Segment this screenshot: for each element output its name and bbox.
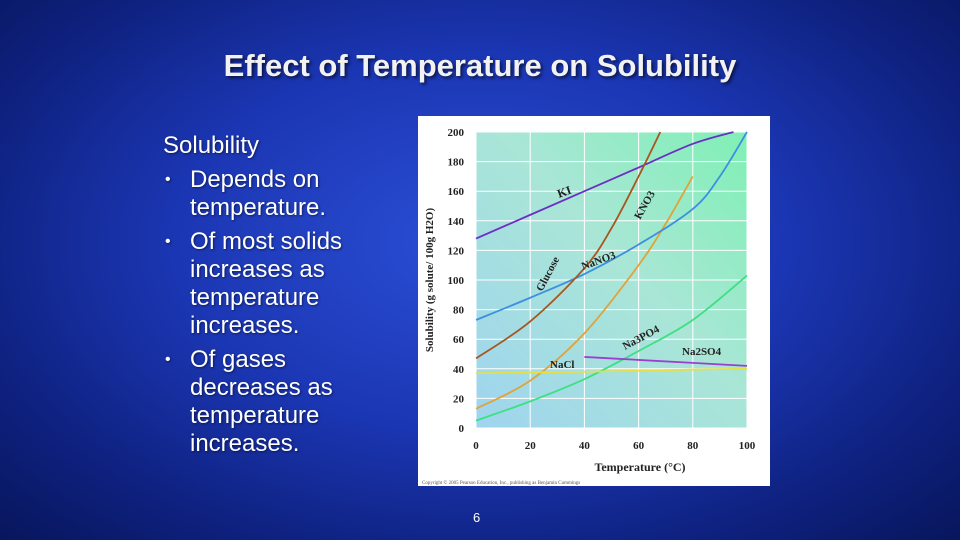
series-label-na2so4: Na2SO4 — [682, 346, 722, 358]
y-axis-label: Solubility (g solute/ 100g H2O) — [424, 208, 436, 353]
series-lines — [475, 131, 748, 422]
y-tick-label: 180 — [448, 157, 465, 169]
slide-title: Effect of Temperature on Solubility — [223, 48, 737, 83]
series-line-ki — [475, 131, 734, 240]
y-tick-label: 160 — [448, 186, 465, 198]
y-tick-label: 100 — [448, 275, 465, 287]
bullet-item: • Of most solids increases as temperature… — [163, 228, 398, 340]
bullet-list: • Depends on temperature. • Of most solids… — [163, 166, 398, 458]
bullet-icon: • — [165, 351, 171, 368]
solubility-chart: 0 20 40 60 80 100 120 140 160 180 200 0 20 40 60 80 100… — [418, 116, 770, 486]
x-tick-label: 40 — [579, 440, 591, 452]
bullet-text: Depends on temperature. — [190, 166, 327, 221]
bullet-text: Of most solids increases as temperature … — [190, 228, 343, 339]
x-tick-labels: 0 20 40 60 80 100 — [473, 440, 756, 452]
x-tick-label: 100 — [739, 440, 756, 452]
page-number: 6 — [473, 510, 481, 525]
bullet-text: Of gases decreases as temperature increa… — [190, 346, 333, 457]
series-line-nano3 — [475, 131, 748, 321]
y-tick-label: 120 — [448, 245, 465, 257]
copyright-note: Copyright © 2005 Pearson Education, Inc.… — [422, 480, 580, 486]
grid-lines — [475, 131, 748, 429]
y-tick-label: 200 — [448, 127, 465, 139]
y-tick-label: 0 — [459, 423, 465, 435]
x-tick-label: 20 — [525, 440, 537, 452]
text-heading: Solubility — [163, 132, 260, 159]
bullet-item: • Of gases decreases as temperature incre… — [163, 346, 398, 458]
series-line-na3po4 — [475, 274, 748, 422]
chart-svg: 0 20 40 60 80 100 120 140 160 180 200 0 20 40 60 80 100… — [422, 127, 756, 486]
y-tick-label: 140 — [448, 216, 465, 228]
bullet-icon: • — [165, 233, 171, 250]
y-tick-label: 80 — [453, 305, 465, 317]
series-line-na2so4 — [584, 356, 748, 367]
bullet-item: • Depends on temperature. — [163, 166, 398, 222]
bullet-text-block: Solubility • Depends on temperature. • Of … — [163, 132, 398, 464]
y-tick-label: 20 — [453, 393, 465, 405]
series-line-nacl — [475, 367, 748, 375]
x-tick-label: 0 — [473, 440, 479, 452]
series-line-glucose — [475, 131, 662, 360]
y-tick-labels: 0 20 40 60 80 100 120 140 160 180 200 — [448, 127, 465, 435]
series-label-nacl: NaCl — [550, 359, 574, 371]
series-label-ki: KI — [555, 183, 573, 201]
y-tick-label: 40 — [453, 364, 465, 376]
x-tick-label: 80 — [687, 440, 699, 452]
x-tick-label: 60 — [633, 440, 645, 452]
bullet-icon: • — [165, 171, 171, 188]
x-axis-label: Temperature (°C) — [594, 460, 685, 474]
y-tick-label: 60 — [453, 334, 465, 346]
series-line-kno3 — [475, 175, 694, 410]
